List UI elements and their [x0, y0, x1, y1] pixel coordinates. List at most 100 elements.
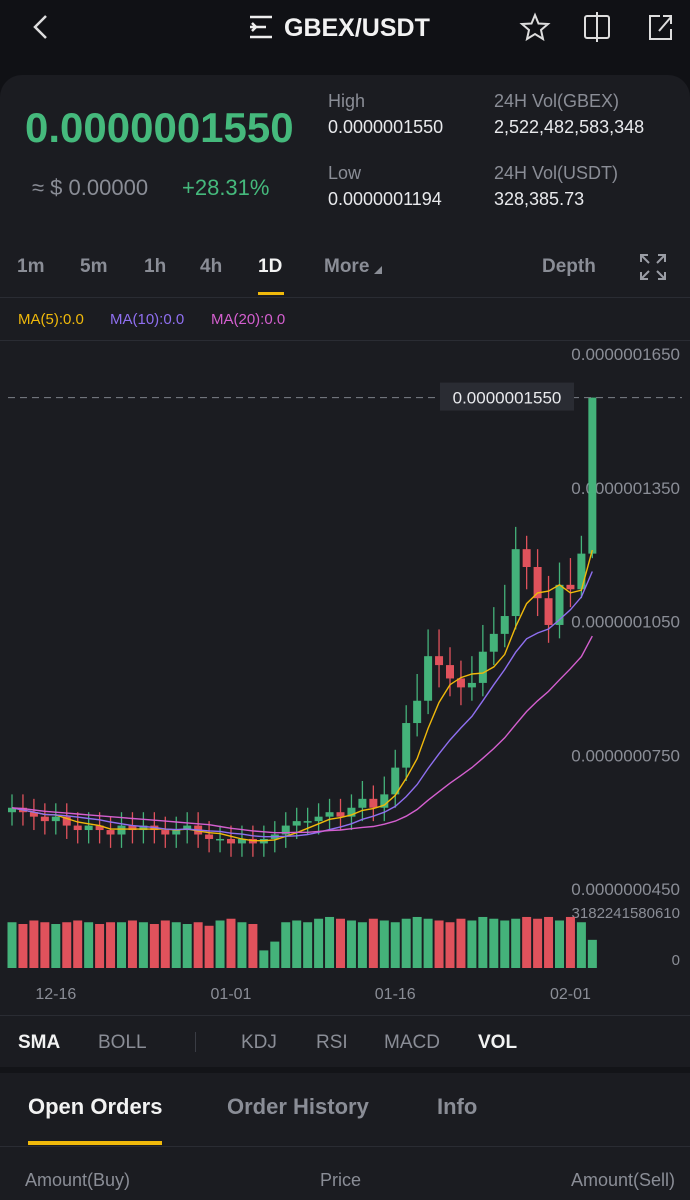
volume-bar [106, 922, 116, 968]
candle-body [51, 816, 60, 822]
active-underline [28, 1141, 162, 1145]
volume-bar [390, 922, 400, 968]
volume-tick-label: 0 [672, 952, 680, 969]
volume-bar [7, 922, 17, 968]
candle-body [303, 821, 312, 823]
volume-bar [248, 924, 258, 968]
order-tab[interactable]: Open Orders [28, 1094, 163, 1119]
candle-body [161, 830, 170, 835]
order-tab[interactable]: Order History [227, 1094, 369, 1119]
candle-body [577, 553, 586, 590]
order-tab[interactable]: Info [437, 1094, 478, 1119]
interval-tab[interactable]: 4h [200, 256, 223, 277]
volume-bar [193, 922, 203, 968]
market-card [0, 75, 690, 1200]
column-header: Amount(Sell) [570, 1170, 675, 1190]
volume-bar [237, 922, 247, 968]
volume-bar [565, 916, 575, 968]
candle-body [325, 812, 334, 817]
candle-body [227, 838, 235, 844]
interval-tab[interactable]: 1h [144, 256, 167, 277]
volume-bar [281, 922, 291, 968]
volume-bar [117, 922, 126, 968]
x-tick-label: 02-01 [550, 986, 591, 1003]
candle-body [128, 825, 137, 831]
volume-bar [95, 924, 105, 968]
ma-legend-item: MA(20):0.0 [211, 311, 286, 328]
indicator-tab[interactable]: VOL [478, 1032, 518, 1053]
favorite-button[interactable] [519, 12, 551, 42]
depth-tab[interactable]: Depth [542, 256, 596, 277]
volume-bar [84, 922, 94, 968]
column-header: Price [320, 1170, 362, 1190]
fullscreen-button[interactable] [638, 252, 668, 282]
indicator-tab[interactable]: RSI [316, 1032, 348, 1053]
y-tick-label: 0.0000001650 [571, 345, 680, 364]
ma-line [11, 571, 593, 838]
divider [0, 297, 690, 298]
volume-bar [270, 941, 280, 968]
candle-body [205, 834, 214, 839]
candle-body [106, 830, 115, 835]
back-button[interactable] [33, 15, 47, 39]
y-tick-label: 0.0000000450 [571, 880, 680, 899]
candle-body [358, 798, 367, 808]
pair-menu-icon[interactable] [250, 15, 272, 39]
last-price-label: 0.0000001550 [453, 389, 562, 408]
x-tick-label: 01-16 [375, 986, 416, 1003]
y-tick-label: 0.0000001050 [571, 613, 680, 632]
volume-bar [336, 918, 345, 968]
candle-body [446, 665, 454, 679]
candle-body [456, 678, 465, 688]
ma-line [11, 549, 593, 842]
interval-tab[interactable]: 5m [80, 256, 108, 277]
candle-body [183, 825, 192, 831]
vol-base-label: 24H Vol(GBEX) [494, 91, 620, 111]
candle-body [292, 821, 301, 826]
volume-bar [226, 918, 236, 968]
volume-bar [40, 922, 50, 968]
volume-bar [325, 916, 335, 968]
x-tick-label: 12-16 [35, 986, 76, 1003]
volume-bar [160, 920, 170, 968]
volume-bar [489, 918, 499, 968]
volume-bar [368, 918, 378, 968]
volume-bar [259, 950, 269, 968]
candle-body [281, 825, 290, 835]
pair-title: GBEX/USDT [284, 14, 430, 42]
indicator-tab[interactable]: MACD [384, 1032, 440, 1053]
volume-bar [522, 916, 532, 968]
volume-bar [62, 922, 72, 968]
candle-body [40, 816, 49, 822]
candle-body [511, 549, 520, 617]
volume-bar [314, 918, 324, 968]
candle-body [84, 825, 93, 831]
more-arrow [374, 266, 382, 274]
interval-tab[interactable]: More [324, 256, 370, 277]
candle-body [336, 812, 345, 817]
volume-bar [346, 920, 356, 968]
candle-body [467, 682, 476, 688]
candle-body [369, 798, 378, 808]
section-gap [0, 1067, 690, 1073]
indicator-tab[interactable]: SMA [18, 1032, 61, 1053]
volume-bar [412, 916, 422, 968]
divider [0, 1015, 690, 1016]
volume-bar [379, 920, 389, 968]
change-percent: +28.31% [182, 175, 270, 200]
candle-body [216, 838, 225, 841]
volume-bar [182, 924, 192, 968]
volume-bar [357, 922, 367, 968]
indicator-divider [195, 1032, 196, 1052]
candle-body [139, 825, 148, 831]
active-underline [258, 292, 284, 295]
indicator-tab[interactable]: KDJ [241, 1032, 277, 1053]
interval-tab[interactable]: 1D [258, 256, 283, 277]
interval-tab[interactable]: 1m [17, 256, 45, 277]
compare-button[interactable] [584, 12, 610, 42]
volume-bar [500, 920, 510, 968]
indicator-tab[interactable]: BOLL [98, 1032, 147, 1053]
candle-body [62, 816, 71, 826]
share-button[interactable] [649, 15, 672, 40]
